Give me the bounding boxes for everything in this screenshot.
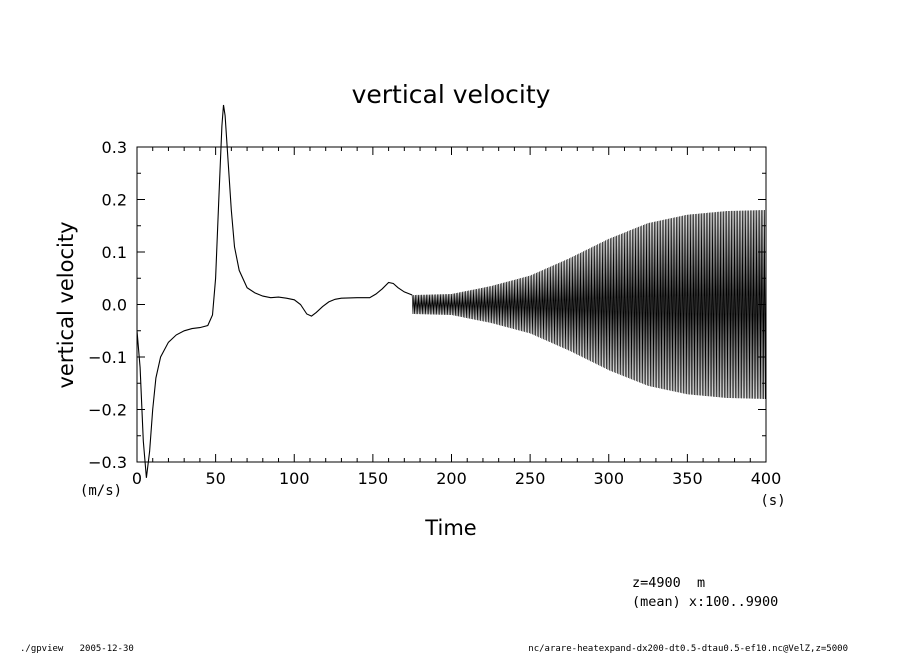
x-tick-label: 250 bbox=[515, 469, 546, 488]
x-tick-label: 200 bbox=[436, 469, 467, 488]
series-line bbox=[136, 104, 413, 478]
x-unit-label: (s) bbox=[760, 493, 785, 509]
mean-annotation: (mean) x:100..9900 bbox=[632, 594, 778, 610]
plot-area-border bbox=[136, 146, 767, 463]
axis-ticks: 0 50 100 150 200 250 300 350 400 −0.3 −0.2 −0.1 0.0 0… bbox=[88, 138, 781, 488]
y-tick-label: −0.1 bbox=[88, 348, 127, 367]
y-tick-label: 0.1 bbox=[102, 243, 127, 262]
x-tick-label: 300 bbox=[593, 469, 624, 488]
y-tick-label: 0.2 bbox=[102, 191, 127, 210]
x-axis-label: Time bbox=[424, 516, 476, 540]
y-axis-label: vertical velocity bbox=[54, 221, 78, 388]
plot-frame bbox=[136, 146, 767, 463]
footer-left: ./gpview 2005-12-30 bbox=[20, 644, 134, 654]
x-tick-label: 400 bbox=[751, 469, 782, 488]
x-tick-label: 150 bbox=[358, 469, 389, 488]
series-oscillation bbox=[411, 209, 767, 399]
chart-title: vertical velocity bbox=[352, 80, 551, 109]
data-layer bbox=[136, 104, 767, 478]
y-tick-label: 0.3 bbox=[102, 138, 127, 157]
x-tick-label: 50 bbox=[205, 469, 225, 488]
y-tick-label: 0.0 bbox=[102, 296, 127, 315]
y-tick-label: −0.3 bbox=[88, 453, 127, 472]
y-unit-label: (m/s) bbox=[80, 483, 122, 499]
x-tick-label: 100 bbox=[279, 469, 310, 488]
footer-right: nc/arare-heatexpand-dx200-dt0.5-dtau0.5-… bbox=[528, 644, 848, 654]
x-tick-label: 0 bbox=[132, 469, 142, 488]
x-tick-label: 350 bbox=[672, 469, 703, 488]
level-annotation: z=4900 m bbox=[632, 575, 705, 591]
y-tick-label: −0.2 bbox=[88, 401, 127, 420]
